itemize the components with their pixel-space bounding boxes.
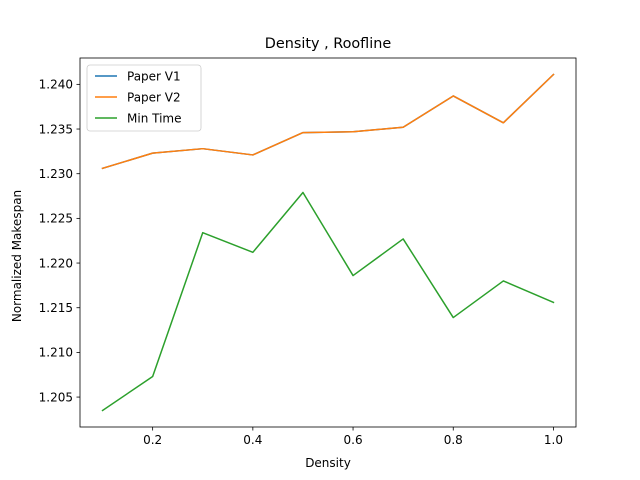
x-tick-label: 0.8 xyxy=(444,433,463,447)
y-tick-label: 1.225 xyxy=(39,212,73,226)
plot-area xyxy=(79,57,577,428)
y-tick-label: 1.235 xyxy=(39,122,73,136)
y-axis-ticks: 1.205 1.210 1.215 1.220 1.225 1.230 1.235 1.240 xyxy=(39,78,80,404)
x-axis-label: Density xyxy=(305,456,351,470)
chart-legend: Paper V1 Paper V2 Min Time xyxy=(86,64,202,132)
x-tick-label: 1.0 xyxy=(544,433,563,447)
x-tick-label: 0.6 xyxy=(344,433,363,447)
y-axis-label: Normalized Makespan xyxy=(10,190,24,322)
series-line-3 xyxy=(101,191,555,412)
legend-label-1: Paper V1 xyxy=(127,69,181,83)
legend-box xyxy=(86,64,202,132)
x-tick-label: 0.4 xyxy=(243,433,262,447)
x-axis-ticks: 0.2 0.4 0.6 0.8 1.0 xyxy=(143,427,563,447)
y-tick-label: 1.220 xyxy=(39,256,73,270)
y-tick-label: 1.205 xyxy=(39,390,73,404)
y-tick-label: 1.240 xyxy=(39,78,73,92)
chart-title: Density , Roofline xyxy=(265,36,392,52)
legend-label-2: Paper V2 xyxy=(127,90,181,104)
legend-label-3: Min Time xyxy=(127,111,181,125)
y-tick-label: 1.215 xyxy=(39,301,73,315)
series-line-2 xyxy=(101,73,555,170)
x-tick-label: 0.2 xyxy=(143,433,162,447)
y-tick-label: 1.230 xyxy=(39,167,73,181)
y-tick-label: 1.210 xyxy=(39,346,73,360)
plot-frame xyxy=(79,57,577,428)
